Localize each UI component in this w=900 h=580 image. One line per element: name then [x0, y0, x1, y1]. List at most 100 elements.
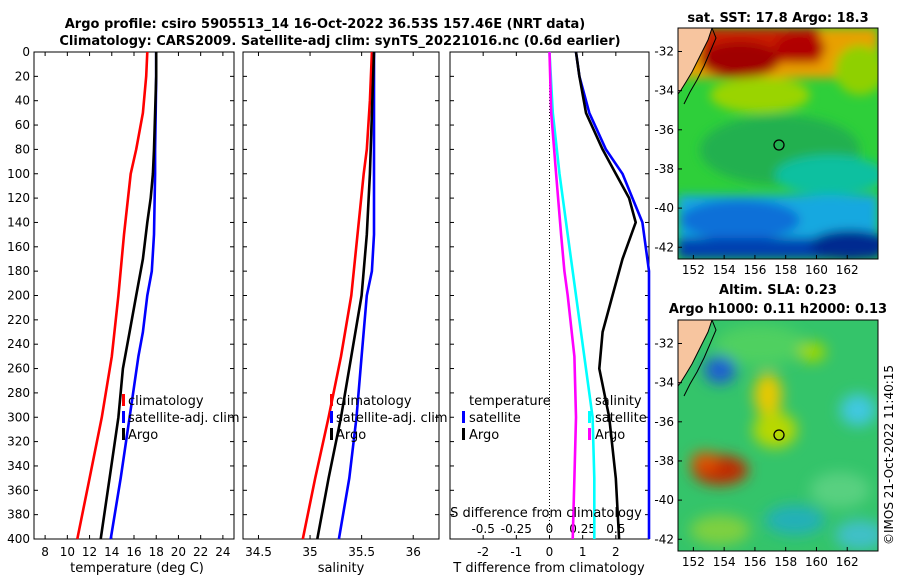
x-tick-label: 36 [406, 545, 421, 559]
y-tick-label: 340 [7, 459, 30, 473]
legend-swatch-s-argo [588, 428, 591, 440]
y-tick-label: 220 [7, 313, 30, 327]
map-x-tick-label: 160 [805, 263, 828, 277]
x-tick-label: 10 [60, 545, 75, 559]
copyright-label: ©IMOS 21-Oct-2022 11:40:15 [882, 365, 896, 545]
x-tick-label: 22 [193, 545, 208, 559]
map-x-tick-label: 156 [743, 555, 766, 569]
map-y-tick-label: -42 [654, 240, 674, 254]
sst-map-image [678, 28, 878, 259]
legend-label-s-satellite: satellite [595, 411, 647, 426]
y-tick-label: 20 [15, 69, 30, 83]
x-tick-label: 8 [41, 545, 49, 559]
y-tick-label: 360 [7, 483, 30, 497]
map-x-tick-label: 154 [713, 555, 736, 569]
map-x-tick-label: 158 [774, 263, 797, 277]
legend-swatch-satellite [330, 411, 333, 423]
x-tick-label: 2 [612, 545, 620, 559]
series-line-t-argo [574, 51, 638, 540]
sla-land [678, 320, 713, 387]
y-tick-label: 260 [7, 362, 30, 376]
map-x-tick-label: 162 [836, 555, 859, 569]
x-tick-label: 14 [104, 545, 119, 559]
series-line-climatology [76, 51, 149, 540]
y-tick-label: 120 [7, 191, 30, 205]
x-tick-label-top: 0 [546, 522, 554, 536]
x-tick-label: 12 [82, 545, 97, 559]
legend-label-climatology: climatology [336, 394, 412, 409]
legend-label-t-argo: Argo [469, 428, 499, 443]
sst-argo-marker [773, 139, 785, 151]
map-y-tick-label: -40 [654, 201, 674, 215]
legend-swatch-climatology [122, 394, 125, 406]
legend-swatch-argo [330, 428, 333, 440]
map-x-tick-label: 162 [836, 263, 859, 277]
sla-map-subtitle: Argo h1000: 0.11 h2000: 0.13 [669, 302, 887, 317]
series-line-argo [316, 51, 376, 540]
map-y-tick-label: -36 [654, 123, 674, 137]
legend-label-satellite: satellite-adj. clim [336, 411, 448, 426]
sst-map-title: sat. SST: 17.8 Argo: 18.3 [687, 11, 868, 26]
difference-legend-salinity: salinity satellite Argo [588, 394, 647, 443]
x-tick-label: -2 [477, 545, 489, 559]
map-y-tick-label: -34 [654, 84, 674, 98]
x-tick-label: 18 [149, 545, 164, 559]
legend-label-argo: Argo [128, 428, 158, 443]
salinity-legend: climatology satellite-adj. clim Argo [330, 394, 448, 443]
y-tick-label: 400 [7, 532, 30, 546]
legend-heading-salinity: salinity [595, 394, 642, 409]
x-tick-label: 20 [171, 545, 186, 559]
legend-swatch-s-satellite [588, 411, 591, 423]
y-tick-label: 0 [22, 45, 30, 59]
y-tick-label: 100 [7, 167, 30, 181]
series-line-t-satellite [574, 51, 651, 539]
map-y-tick-label: -42 [654, 532, 674, 546]
map-y-tick-label: -36 [654, 415, 674, 429]
map-y-tick-label: -32 [654, 44, 674, 58]
x-tick-label-top: 0.5 [606, 522, 625, 536]
map-x-tick-label: 156 [743, 263, 766, 277]
y-tick-label: 380 [7, 508, 30, 522]
temperature-legend: climatology satellite-adj. clim Argo [122, 394, 240, 443]
legend-swatch-t-argo [462, 428, 465, 440]
temperature-axes [33, 51, 235, 540]
y-tick-label: 200 [7, 289, 30, 303]
x-tick-label: 35 [302, 545, 317, 559]
map-x-tick-label: 154 [713, 263, 736, 277]
sst-map-axes [677, 27, 879, 260]
temperature-xlabel: temperature (deg C) [70, 561, 204, 576]
chart-title-line1: Argo profile: csiro 5905513_14 16-Oct-20… [65, 17, 586, 32]
y-tick-label: 80 [15, 142, 30, 156]
x-tick-label-top: -0.25 [501, 522, 532, 536]
y-tick-label: 180 [7, 264, 30, 278]
sla-map-axes [677, 319, 879, 552]
legend-label-satellite: satellite-adj. clim [128, 411, 240, 426]
map-y-tick-label: -32 [654, 336, 674, 350]
map-x-tick-label: 152 [682, 555, 705, 569]
map-x-tick-label: 152 [682, 263, 705, 277]
y-tick-label: 160 [7, 240, 30, 254]
y-tick-label: 320 [7, 435, 30, 449]
map-x-tick-label: 160 [805, 555, 828, 569]
series-line-s-satellite [548, 51, 596, 539]
y-tick-label: 60 [15, 118, 30, 132]
legend-label-argo: Argo [336, 428, 366, 443]
series-line-argo [99, 52, 158, 540]
legend-swatch-argo [122, 428, 125, 440]
salinity-xlabel: salinity [318, 561, 365, 576]
difference-xlabel-top: S difference from climatology [450, 506, 642, 521]
x-tick-label: 0 [546, 545, 554, 559]
y-tick-label: 280 [7, 386, 30, 400]
series-line-s-argo [548, 51, 578, 540]
x-tick-label-top: 0.25 [569, 522, 596, 536]
map-y-tick-label: -38 [654, 162, 674, 176]
difference-xlabel: T difference from climatology [452, 561, 645, 576]
map-y-tick-label: -34 [654, 376, 674, 390]
x-tick-label: 16 [126, 545, 141, 559]
legend-label-t-satellite: satellite [469, 411, 521, 426]
x-tick-label: 1 [579, 545, 587, 559]
y-tick-label: 240 [7, 337, 30, 351]
sla-map-image [678, 320, 878, 551]
salinity-axes [242, 51, 440, 540]
